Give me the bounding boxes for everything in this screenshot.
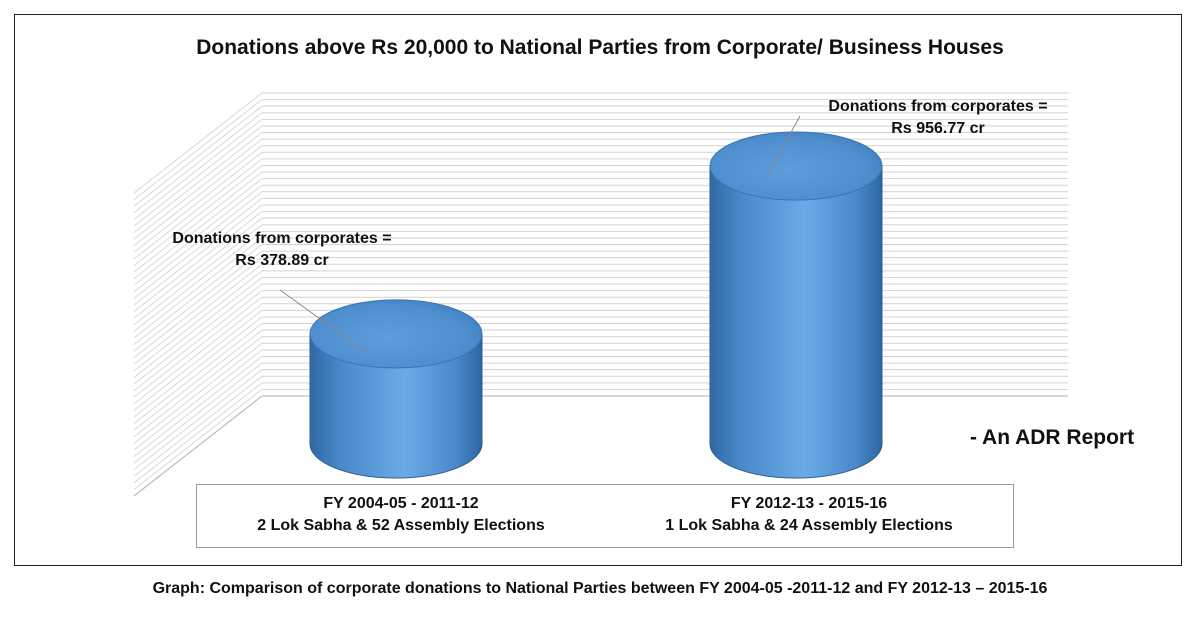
bar-2-top	[709, 131, 883, 201]
category-1-elections: 2 Lok Sabha & 52 Assembly Elections	[257, 517, 545, 534]
side-gridline	[133, 356, 263, 457]
bar-1-body	[309, 333, 483, 479]
annotation-bar-2: Donations from corporates = Rs 956.77 cr	[806, 96, 1070, 140]
side-gridline	[133, 329, 263, 431]
bar-2-body	[709, 165, 883, 479]
bar-2	[709, 131, 883, 479]
side-gridline	[133, 336, 263, 438]
side-gridline	[133, 197, 263, 299]
side-gridline	[133, 217, 263, 319]
side-gridline	[133, 277, 263, 378]
annotation-bar-1-line2: Rs 378.89 cr	[235, 252, 329, 269]
side-gridline	[133, 171, 263, 273]
category-1-period: FY 2004-05 - 2011-12	[323, 495, 479, 512]
floor-side-edge	[133, 395, 263, 497]
side-gridline	[133, 349, 263, 451]
side-gridline	[133, 138, 263, 240]
side-gridline	[133, 191, 263, 293]
side-gridline	[133, 99, 263, 200]
side-gridline	[133, 369, 263, 471]
side-gridline	[133, 362, 263, 464]
category-2-elections: 1 Lok Sabha & 24 Assembly Elections	[665, 517, 953, 534]
gridlines	[133, 92, 1068, 497]
side-gridline	[133, 145, 263, 247]
side-gridline	[133, 375, 263, 477]
report-credit: - An ADR Report	[970, 426, 1135, 449]
category-axis-box: FY 2004-05 - 2011-12 2 Lok Sabha & 52 As…	[196, 484, 1014, 548]
side-gridline	[133, 309, 263, 411]
annotation-bar-1: Donations from corporates = Rs 378.89 cr	[150, 228, 414, 272]
side-gridline	[133, 211, 263, 312]
side-gridline	[133, 105, 263, 207]
side-gridline	[133, 158, 263, 260]
side-gridline	[133, 165, 263, 266]
category-2-period: FY 2012-13 - 2015-16	[730, 495, 888, 512]
chart-title: Donations above Rs 20,000 to National Pa…	[196, 36, 1004, 59]
side-gridline	[133, 303, 263, 405]
bar-1-top	[309, 299, 483, 369]
side-gridline	[133, 342, 263, 444]
side-gridline	[133, 132, 263, 233]
side-gridline	[133, 204, 263, 306]
side-gridline	[133, 178, 263, 280]
side-gridline	[133, 125, 263, 227]
category-label-2: FY 2012-13 - 2015-16 1 Lok Sabha & 24 As…	[605, 493, 1013, 537]
side-gridline	[133, 316, 263, 418]
side-gridline	[133, 257, 263, 359]
annotation-bar-1-line1: Donations from corporates =	[172, 230, 392, 247]
side-gridline	[133, 389, 263, 490]
annotation-bar-2-line1: Donations from corporates =	[828, 98, 1048, 115]
leader-lines	[279, 115, 801, 353]
side-gridline	[133, 92, 263, 194]
figure-caption: Graph: Comparison of corporate donations…	[152, 580, 1048, 597]
leader-line-1	[279, 289, 367, 353]
side-gridline	[133, 112, 263, 214]
side-gridline	[133, 230, 263, 332]
side-gridline	[133, 244, 263, 345]
side-gridline	[133, 290, 263, 392]
side-gridline	[133, 184, 263, 286]
side-gridline	[133, 237, 263, 339]
bar-1	[309, 299, 483, 479]
side-gridline	[133, 296, 263, 398]
leader-line-2	[765, 115, 801, 179]
side-gridline	[133, 283, 263, 385]
side-gridline	[133, 323, 263, 424]
side-gridline	[133, 250, 263, 352]
side-gridline	[133, 263, 263, 365]
side-gridline	[133, 382, 263, 484]
category-label-1: FY 2004-05 - 2011-12 2 Lok Sabha & 52 As…	[197, 493, 605, 537]
side-gridline	[133, 224, 263, 326]
side-gridline	[133, 151, 263, 253]
bars	[309, 131, 883, 479]
side-gridline	[133, 118, 263, 220]
annotation-bar-2-line2: Rs 956.77 cr	[891, 120, 985, 137]
side-gridline	[133, 270, 263, 372]
